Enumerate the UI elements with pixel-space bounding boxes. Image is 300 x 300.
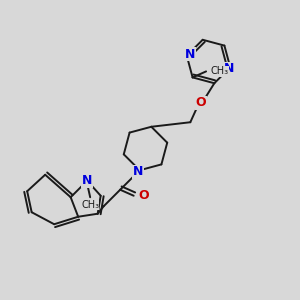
- Text: N: N: [184, 48, 195, 61]
- Text: N: N: [133, 165, 143, 178]
- Text: N: N: [82, 174, 92, 187]
- Text: CH₃: CH₃: [81, 200, 99, 210]
- Text: O: O: [138, 189, 149, 202]
- Text: N: N: [224, 62, 234, 75]
- Text: O: O: [196, 96, 206, 109]
- Text: CH₃: CH₃: [211, 66, 229, 76]
